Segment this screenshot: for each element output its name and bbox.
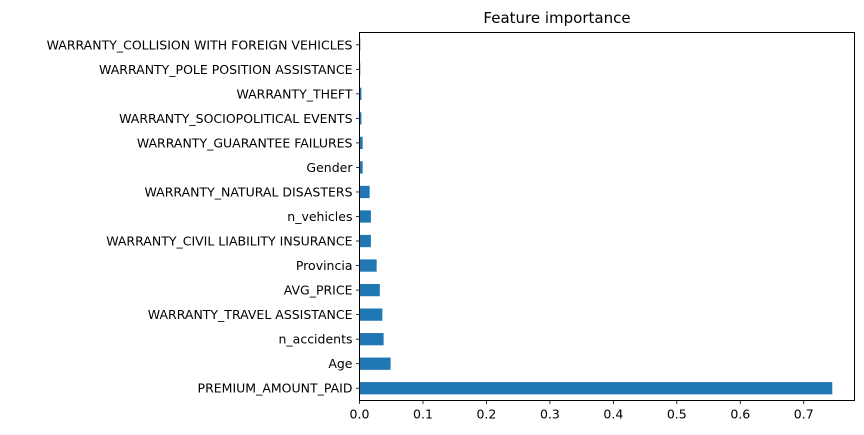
bar [359, 234, 371, 248]
plot-frame [359, 32, 855, 401]
y-tick-label: WARRANTY_POLE POSITION ASSISTANCE [99, 62, 353, 77]
y-tick-label: WARRANTY_NATURAL DISASTERS [144, 184, 352, 199]
bar [359, 185, 370, 199]
y-tick-label: WARRANTY_THEFT [236, 86, 352, 101]
bar [359, 210, 371, 223]
y-tick-label: WARRANTY_GUARANTEE FAILURES [137, 135, 353, 150]
y-tick-label: WARRANTY_TRAVEL ASSISTANCE [148, 307, 353, 322]
chart-title: Feature importance [483, 9, 630, 27]
x-tick-label: 0.2 [476, 407, 496, 422]
bar [359, 87, 362, 100]
bar [359, 357, 391, 370]
bar [359, 308, 383, 321]
y-axis-ticks: PREMIUM_AMOUNT_PAID Age n_accidents WARRANT… [47, 37, 360, 396]
x-tick-label: 0.0 [350, 407, 370, 422]
y-tick-label: PREMIUM_AMOUNT_PAID [198, 381, 353, 396]
x-tick-label: 0.7 [794, 407, 814, 422]
y-tick-label: Age [328, 356, 352, 371]
bar [359, 136, 363, 150]
y-tick-label: n_accidents [278, 332, 352, 347]
x-tick-label: 0.3 [540, 407, 560, 422]
x-axis-ticks: 0.0 0.1 0.2 0.3 0.4 0.5 0.6 0.7 [350, 400, 814, 422]
y-tick-label: AVG_PRICE [284, 283, 353, 298]
x-tick-label: 0.5 [667, 407, 687, 422]
x-tick-label: 0.6 [730, 407, 750, 422]
x-tick-label: 0.1 [413, 407, 433, 422]
bar [359, 283, 380, 297]
y-tick-label: n_vehicles [287, 209, 352, 224]
bar [359, 382, 833, 395]
y-tick-label: WARRANTY_COLLISION WITH FOREIGN VEHICLES [47, 37, 353, 52]
bar [359, 112, 362, 125]
y-tick-label: WARRANTY_SOCIOPOLITICAL EVENTS [119, 111, 352, 126]
bars-group [359, 38, 833, 395]
bar [359, 333, 384, 346]
x-tick-label: 0.4 [603, 407, 623, 422]
y-tick-label: Gender [306, 160, 353, 175]
y-tick-label: Provincia [296, 258, 353, 273]
bar [359, 259, 377, 272]
y-tick-label: WARRANTY_CIVIL LIABILITY INSURANCE [106, 234, 352, 249]
bar [359, 161, 363, 174]
